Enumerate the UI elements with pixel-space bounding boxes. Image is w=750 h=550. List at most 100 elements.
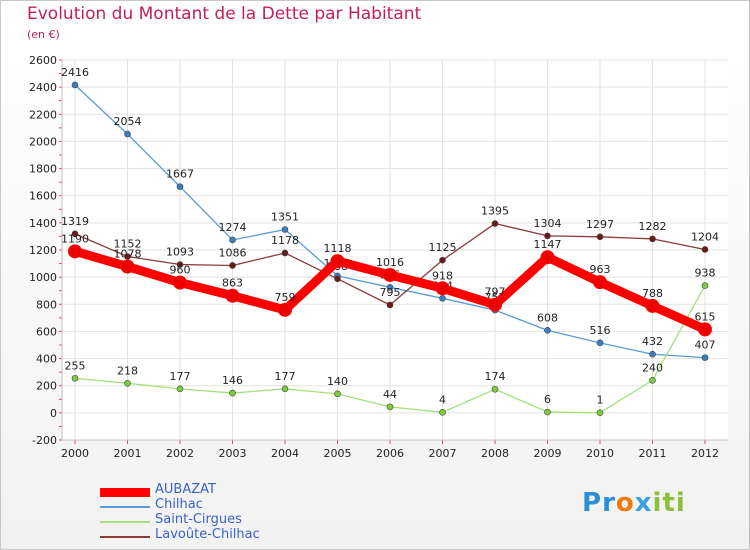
data-point — [176, 261, 184, 268]
logo-letter: i — [675, 488, 686, 518]
data-label: 6 — [544, 393, 551, 406]
data-point — [334, 390, 341, 398]
data-point — [124, 253, 131, 260]
data-point — [701, 282, 709, 289]
data-point — [229, 236, 236, 244]
legend-label: AUBAZAT — [155, 482, 216, 497]
data-label: 788 — [642, 287, 663, 300]
data-point — [596, 233, 604, 241]
y-tick-label: 2400 — [29, 81, 57, 94]
data-point — [435, 281, 450, 296]
y-tick-label: 600 — [36, 325, 57, 338]
data-label: 1351 — [271, 211, 299, 224]
data-point — [71, 374, 79, 382]
legend-swatch — [100, 487, 150, 497]
data-label: 797 — [485, 286, 506, 299]
data-label: 1152 — [114, 238, 142, 251]
logo-letter: i — [652, 488, 663, 518]
data-point — [281, 226, 289, 233]
data-point — [540, 250, 555, 265]
legend-label: Chilhac — [155, 497, 203, 512]
data-point — [383, 267, 397, 282]
data-point — [386, 403, 394, 411]
data-label: 1118 — [324, 242, 352, 255]
data-label: 1178 — [271, 234, 299, 247]
chart-subtitle: (en €) — [27, 28, 60, 41]
data-point — [649, 376, 656, 384]
data-point — [649, 350, 656, 358]
logo-letter: r — [602, 488, 616, 518]
legend-item: Lavoûte-Chilhac — [100, 527, 400, 544]
data-point — [596, 339, 604, 347]
data-point — [124, 130, 131, 138]
x-tick-label: 2002 — [166, 447, 194, 460]
data-point — [488, 297, 502, 312]
data-point — [68, 244, 82, 259]
data-point — [176, 385, 184, 393]
data-label: 1190 — [61, 232, 89, 245]
y-tick-label: 1400 — [29, 217, 57, 230]
data-label: 240 — [642, 361, 663, 374]
y-tick-label: 2200 — [29, 108, 57, 121]
legend-swatch — [100, 521, 150, 523]
data-label: 140 — [327, 375, 348, 388]
series-lavo-te-chilhac: 1319115210931086117898879511251395130412… — [61, 205, 719, 309]
x-tick-label: 2008 — [481, 447, 509, 460]
data-label: 1086 — [219, 246, 247, 259]
data-label: 1297 — [586, 218, 614, 231]
data-label: 432 — [642, 335, 663, 348]
x-tick-label: 2009 — [534, 447, 562, 460]
data-point — [701, 354, 709, 361]
y-tick-label: 1200 — [29, 244, 57, 257]
y-tick-label: 2000 — [29, 135, 57, 148]
data-point — [439, 295, 446, 302]
data-point — [596, 409, 604, 417]
logo-letter: t — [662, 488, 676, 518]
data-label: 1319 — [61, 215, 89, 228]
data-label: 218 — [117, 364, 138, 377]
data-point — [229, 262, 236, 269]
y-tick-label: 2600 — [29, 54, 57, 67]
data-point — [281, 249, 289, 257]
data-label: 795 — [380, 286, 401, 299]
data-label: 255 — [65, 359, 86, 372]
data-label: 407 — [695, 339, 716, 352]
data-label: 177 — [275, 370, 296, 383]
data-label: 1282 — [639, 220, 667, 233]
data-label: 1016 — [376, 256, 404, 269]
data-point — [593, 275, 607, 290]
data-label: 1274 — [219, 221, 247, 234]
x-tick-label: 2011 — [639, 447, 667, 460]
data-label: 1395 — [481, 205, 509, 218]
data-label: 1204 — [691, 230, 719, 243]
data-label: 918 — [432, 269, 453, 282]
data-label: 516 — [590, 324, 611, 337]
legend-item: Saint-Cirgues — [100, 512, 400, 529]
data-point — [124, 379, 131, 387]
data-point — [645, 298, 660, 313]
data-point — [491, 385, 499, 393]
legend-swatch — [100, 536, 150, 538]
data-point — [386, 301, 394, 309]
series-aubazat: 1190 1078 960 863 759 1118 1016 918 797 1147 963 78… — [61, 232, 716, 337]
data-label: 759 — [275, 291, 296, 304]
y-tick-label: 1000 — [29, 271, 57, 284]
data-label: 4 — [439, 393, 446, 406]
legend-label: Saint-Cirgues — [155, 512, 242, 527]
data-point — [71, 230, 79, 238]
data-label: 1093 — [166, 246, 194, 259]
data-label: 177 — [170, 370, 191, 383]
data-point — [330, 254, 345, 269]
data-point — [334, 275, 341, 283]
data-point — [544, 408, 551, 416]
data-label: 2416 — [61, 66, 89, 79]
data-label: 2054 — [114, 115, 142, 128]
data-point — [278, 302, 292, 317]
x-tick-label: 2010 — [586, 447, 614, 460]
data-label: 863 — [222, 277, 243, 290]
legend-item: Chilhac — [100, 497, 400, 514]
y-tick-label: 800 — [36, 298, 57, 311]
data-point — [439, 256, 446, 264]
data-point — [229, 389, 236, 397]
y-tick-label: 200 — [36, 380, 57, 393]
